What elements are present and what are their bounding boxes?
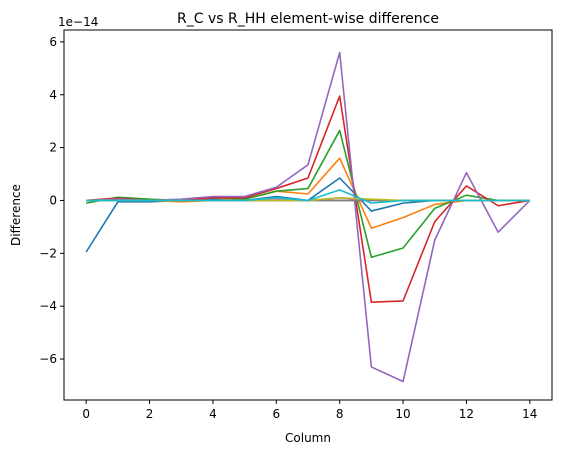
y-tick-label: −6 [39,352,57,366]
y-offset-text: 1e−14 [58,15,98,29]
y-axis-label: Difference [9,184,23,246]
series-line-5 [86,51,531,383]
y-ticks: −6 −4 −2 0 2 4 6 [39,35,64,366]
x-axis-label: Column [285,431,331,445]
series-line-10 [86,189,530,204]
x-tick-label: 10 [395,407,410,421]
series-layer [85,51,531,383]
y-tick-label: 0 [49,193,57,207]
x-tick-label: 14 [522,407,537,421]
x-tick-label: 8 [336,407,344,421]
y-tick-label: 4 [49,88,57,102]
y-tick-label: 6 [49,35,57,49]
y-tick-label: −4 [39,299,57,313]
x-tick-label: 12 [459,407,474,421]
series-line-2 [86,157,530,230]
chart-title: R_C vs R_HH element-wise difference [177,11,439,27]
x-ticks: 0 2 4 6 8 10 12 14 [82,400,537,421]
x-tick-label: 0 [82,407,90,421]
plot-frame [63,29,553,401]
y-tick-label: 2 [49,141,57,155]
x-tick-label: 6 [272,407,280,421]
x-tick-label: 4 [209,407,217,421]
y-tick-label: −2 [39,246,57,260]
x-tick-label: 2 [146,407,154,421]
